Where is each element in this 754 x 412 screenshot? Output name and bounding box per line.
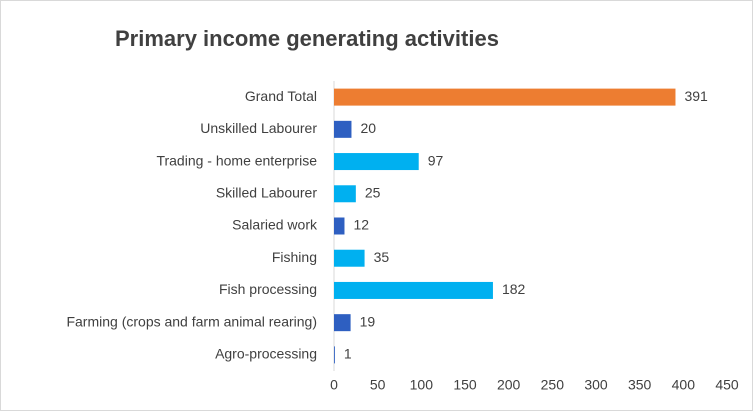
- data-label: 97: [428, 152, 444, 168]
- bar: [334, 185, 356, 203]
- data-label: 25: [365, 184, 381, 200]
- y-tick-label: Salaried work: [232, 217, 318, 233]
- data-label: 19: [360, 313, 376, 329]
- data-label: 391: [684, 88, 708, 104]
- chart-title: Primary income generating activities: [115, 26, 499, 51]
- bar: [334, 217, 345, 235]
- y-tick-label: Skilled Labourer: [216, 184, 318, 200]
- x-tick-label: 400: [672, 377, 696, 393]
- y-tick-label: Fish processing: [219, 281, 317, 297]
- data-label: 12: [353, 217, 369, 233]
- x-tick-label: 150: [453, 377, 477, 393]
- y-tick-label: Grand Total: [245, 88, 317, 104]
- y-tick-label: Unskilled Labourer: [200, 120, 317, 136]
- bar: [334, 153, 419, 171]
- data-label: 182: [502, 281, 526, 297]
- x-tick-label: 250: [541, 377, 565, 393]
- x-tick-label: 450: [715, 377, 739, 393]
- bar: [334, 249, 365, 267]
- bar: [334, 314, 351, 332]
- data-label: 35: [374, 249, 390, 265]
- x-tick-label: 300: [584, 377, 608, 393]
- y-tick-label: Fishing: [272, 249, 317, 265]
- data-label: 1: [344, 346, 352, 362]
- x-tick-label: 200: [497, 377, 521, 393]
- y-tick-label: Farming (crops and farm animal rearing): [66, 313, 317, 329]
- x-tick-label: 0: [330, 377, 338, 393]
- y-tick-label: Agro-processing: [215, 346, 317, 362]
- bar: [334, 346, 335, 364]
- x-tick-label: 50: [370, 377, 386, 393]
- y-tick-label: Trading - home enterprise: [156, 152, 317, 168]
- x-tick-label: 350: [628, 377, 652, 393]
- x-tick-label: 100: [410, 377, 434, 393]
- bar: [334, 120, 352, 138]
- data-label: 20: [360, 120, 376, 136]
- bar: [334, 281, 493, 299]
- bar: [334, 88, 676, 106]
